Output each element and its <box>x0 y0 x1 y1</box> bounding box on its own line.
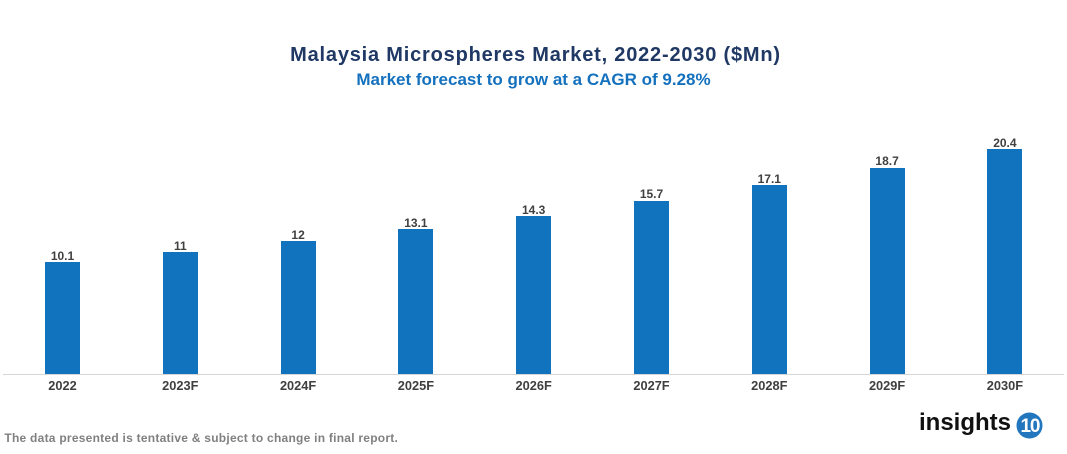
svg-text:10: 10 <box>1020 415 1039 436</box>
